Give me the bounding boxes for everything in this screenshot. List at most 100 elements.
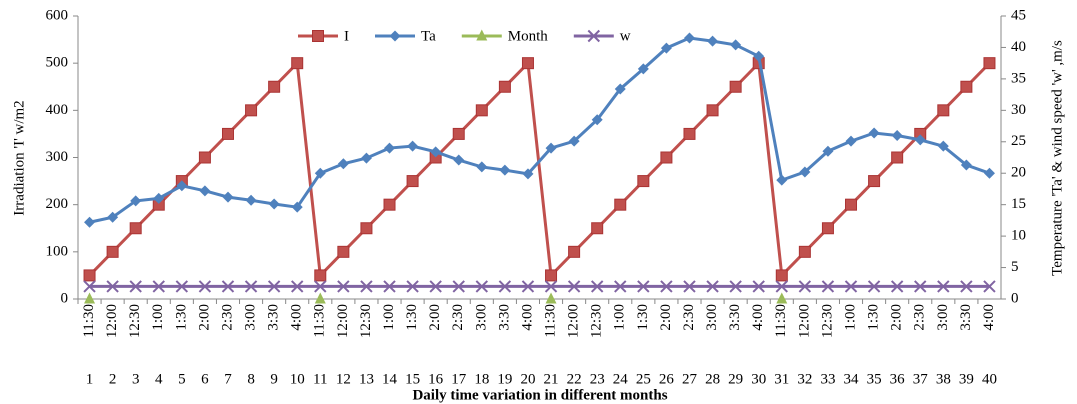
marker [844,280,858,293]
marker [587,29,601,43]
marker [683,32,695,44]
marker [868,175,881,188]
marker [983,167,995,179]
y2-axis-title: Temperature 'Ta' & wind speed 'w' ,m/s [1049,40,1065,276]
y2-tick-label: 20 [1011,165,1026,181]
marker [521,280,535,293]
x-tick-label: 4:00 [519,304,535,331]
x-tick-label: 3:00 [704,304,720,331]
x-tick-label: 12:00 [104,304,120,338]
marker [753,50,765,62]
marker [821,280,835,293]
marker [221,127,234,140]
y2-tick-label: 10 [1011,228,1026,244]
marker [960,80,973,93]
x-index-label: 37 [913,371,929,387]
y-tick-label: 200 [46,196,69,212]
marker [798,245,811,258]
x-index-label: 40 [982,371,997,387]
marker [107,211,119,223]
marker [937,104,950,117]
marker [83,280,96,293]
marker [867,280,881,293]
marker [891,151,904,164]
x-index-label: 27 [682,371,698,387]
marker [798,280,812,293]
marker [130,195,142,207]
x-index-label: 35 [867,371,882,387]
x-tick-label: 4:00 [981,304,997,331]
marker [389,30,401,42]
x-index-label: 28 [705,371,720,387]
marker [845,198,858,211]
marker [291,57,304,70]
marker [337,158,349,170]
y2-tick-label: 0 [1011,290,1019,306]
marker [267,280,281,293]
marker [475,104,488,117]
x-index-label: 13 [359,371,374,387]
x-index-label: 3 [132,371,140,387]
x-tick-label: 12:30 [589,304,605,338]
x-tick-label: 12:30 [127,304,143,338]
marker [312,30,324,42]
y-tick-label: 500 [46,55,69,71]
marker [245,104,258,117]
marker [337,280,350,293]
x-tick-label: 2:30 [912,304,928,331]
marker [222,191,234,203]
y2-tick-label: 25 [1011,133,1026,149]
marker [545,292,557,304]
x-tick-label: 2:30 [681,304,697,331]
marker [637,63,649,75]
marker [452,127,465,140]
marker [660,42,672,54]
x-tick-label: 2:00 [427,304,443,331]
x-index-label: 18 [474,371,489,387]
marker [175,280,189,293]
marker [775,280,788,293]
x-tick-label: 3:30 [727,304,743,331]
legend-label: Ta [421,28,436,44]
marker [591,222,604,235]
y-tick-label: 0 [61,290,69,306]
y-tick-label: 100 [46,243,69,259]
x-tick-label: 3:00 [935,304,951,331]
marker [221,280,235,293]
x-index-label: 25 [636,371,651,387]
x-index-label: 9 [270,371,278,387]
marker [845,135,857,147]
marker [268,80,281,93]
marker [914,280,927,293]
marker [776,292,788,304]
marker [499,164,511,176]
x-index-label: 29 [728,371,743,387]
y2-tick-label: 40 [1011,39,1026,55]
x-tick-label: 2:00 [196,304,212,331]
marker [983,57,996,70]
x-index-label: 15 [405,371,420,387]
marker [683,280,696,293]
x-tick-label: 12:00 [335,304,351,338]
marker [106,245,119,258]
marker [614,280,627,293]
marker [937,280,950,293]
x-index-label: 12 [336,371,351,387]
marker [729,80,742,93]
marker [198,280,212,293]
x-tick-label: 12:00 [566,304,582,338]
y-axis-title: Irradiation 'I' w/m2 [11,100,27,215]
x-index-label: 34 [844,371,860,387]
marker [614,198,627,211]
x-tick-label: 3:30 [496,304,512,331]
x-index-label: 14 [382,371,398,387]
marker [983,280,996,293]
marker [775,269,788,282]
marker [360,280,373,293]
x-tick-label: 1:00 [150,304,166,331]
x-index-label: 33 [820,371,835,387]
marker [291,280,304,293]
x-tick-label: 3:00 [243,304,259,331]
x-tick-label: 3:30 [958,304,974,331]
